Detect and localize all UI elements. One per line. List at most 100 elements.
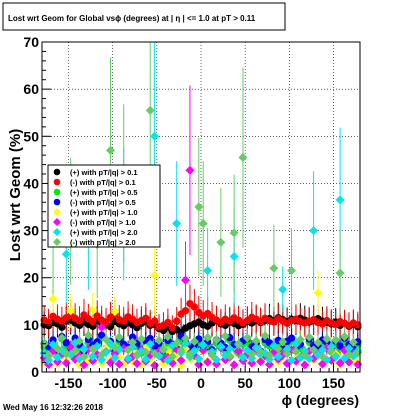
data-point <box>145 105 155 115</box>
data-point <box>304 332 314 342</box>
data-point <box>150 270 160 280</box>
legend-label: (+) with pT/|q| > 2.0 <box>70 228 138 237</box>
data-point <box>105 145 115 155</box>
data-point <box>300 360 310 370</box>
data-point <box>251 336 261 346</box>
data-point <box>154 335 164 345</box>
data-point <box>335 195 345 205</box>
data-point <box>44 318 53 327</box>
y-tick-label: 10 <box>23 317 39 333</box>
data-point <box>97 350 107 360</box>
data-point <box>79 344 89 354</box>
y-tick-label: 0 <box>31 364 39 380</box>
data-point <box>114 359 124 369</box>
legend-label: (+) with pT/|q| > 0.5 <box>70 188 138 197</box>
data-point <box>79 360 89 370</box>
data-point <box>220 331 230 341</box>
legend-marker <box>53 198 61 206</box>
data-point <box>344 343 354 353</box>
data-point <box>238 352 248 362</box>
data-point <box>264 351 274 360</box>
data-point <box>287 334 296 342</box>
data-point <box>185 165 195 175</box>
data-markers <box>39 105 363 370</box>
data-point <box>146 334 154 343</box>
data-point <box>110 353 120 363</box>
data-point <box>211 335 221 345</box>
data-point <box>176 355 186 365</box>
data-point <box>273 351 283 361</box>
data-point <box>141 354 151 364</box>
data-point <box>348 337 358 347</box>
data-point <box>176 360 186 370</box>
data-point <box>123 353 133 363</box>
data-point <box>106 323 115 331</box>
data-point <box>203 333 213 343</box>
data-point <box>79 352 89 362</box>
data-point <box>313 288 323 298</box>
data-point <box>229 252 239 261</box>
x-tick-label: 100 <box>278 375 302 391</box>
data-point <box>181 338 191 348</box>
data-point <box>322 334 332 344</box>
data-point <box>247 358 257 368</box>
data-point <box>198 345 208 355</box>
x-axis-title: ϕ (degrees) <box>282 392 359 408</box>
data-point <box>278 285 288 294</box>
data-point <box>336 342 344 350</box>
data-point <box>128 337 138 347</box>
data-point <box>49 336 57 344</box>
data-point <box>75 336 85 346</box>
data-point <box>176 345 186 355</box>
data-point <box>128 333 137 341</box>
data-point <box>57 333 67 343</box>
data-point <box>291 346 301 356</box>
data-point <box>48 294 58 304</box>
data-point <box>132 359 142 369</box>
data-point <box>97 322 107 332</box>
data-point <box>256 347 266 357</box>
data-point <box>167 351 177 361</box>
data-point <box>203 266 213 276</box>
data-point <box>211 355 221 365</box>
data-point <box>70 346 80 356</box>
timestamp: Wed May 16 12:32:26 2018 <box>3 403 103 412</box>
data-point <box>150 131 160 141</box>
data-point <box>225 351 235 361</box>
legend-marker <box>53 228 61 236</box>
data-point <box>136 334 146 344</box>
data-point <box>190 303 199 311</box>
data-point <box>110 342 120 352</box>
data-point <box>344 350 354 360</box>
legend-marker <box>53 178 61 186</box>
data-point <box>114 332 124 342</box>
data-point <box>194 202 204 212</box>
data-point <box>88 351 98 361</box>
data-point <box>242 333 252 343</box>
y-tick-label: 50 <box>23 128 39 144</box>
data-point <box>234 346 244 356</box>
data-point <box>207 350 217 360</box>
data-point <box>150 317 159 325</box>
data-point <box>300 350 310 360</box>
data-point <box>326 346 336 356</box>
legend-marker <box>53 188 61 196</box>
legend-label: (-) with pT/|q| > 1.0 <box>70 218 136 227</box>
data-point <box>309 226 319 236</box>
legend-marker <box>53 238 61 246</box>
data-point <box>58 323 66 331</box>
legend-label: (+) with pT/|q| > 1.0 <box>70 208 138 217</box>
data-point <box>181 334 191 344</box>
data-point <box>335 358 345 368</box>
data-point <box>164 318 172 327</box>
data-point <box>89 317 97 326</box>
x-tick-label: 0 <box>197 375 205 391</box>
data-point <box>229 228 239 238</box>
data-point <box>158 344 168 354</box>
data-point <box>194 354 204 364</box>
data-point <box>181 275 191 285</box>
data-point <box>123 345 133 355</box>
legend-label: (-) with pT/|q| > 0.1 <box>70 178 136 187</box>
data-point <box>203 357 213 367</box>
